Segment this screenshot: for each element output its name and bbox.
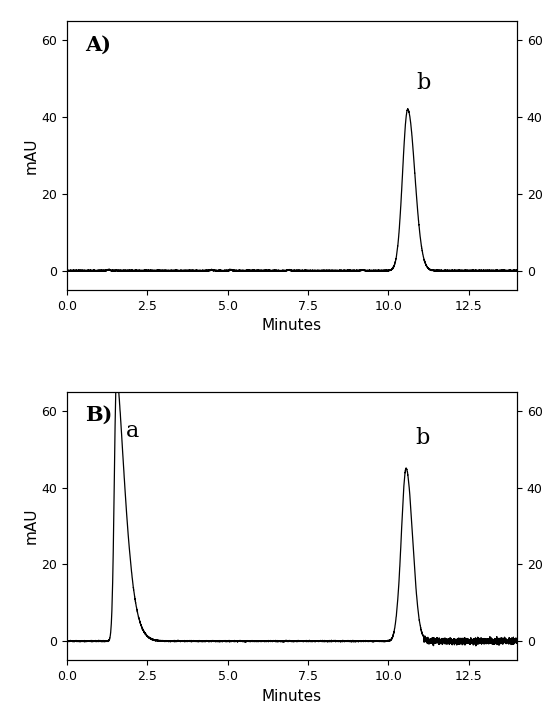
Text: b: b [416,72,431,94]
Text: A): A) [85,35,111,55]
Y-axis label: mAU: mAU [23,137,38,174]
X-axis label: Minutes: Minutes [262,318,322,333]
X-axis label: Minutes: Minutes [262,689,322,704]
Y-axis label: mAU: mAU [23,508,38,545]
Text: B): B) [85,405,112,425]
Text: a: a [126,420,140,442]
Text: b: b [415,427,429,449]
